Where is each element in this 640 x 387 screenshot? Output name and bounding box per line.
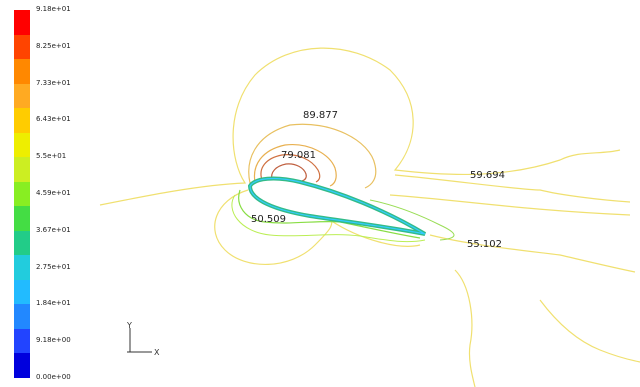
colorbar-tick-label: 9.18e+01 [36, 5, 71, 13]
contour-value-label: 55.102 [467, 239, 502, 250]
colorbar-swatch [14, 304, 30, 330]
colorbar-tick-label: 3.67e+01 [36, 225, 71, 234]
contour-line [454, 269, 476, 387]
contour-value-label: 79.081 [281, 150, 316, 161]
contour-line [238, 189, 421, 239]
airfoil-boundary [249, 177, 426, 235]
colorbar-swatch [14, 328, 30, 354]
colorbar-swatch [14, 353, 30, 379]
contour-line [369, 199, 455, 241]
colorbar-swatch [14, 255, 30, 281]
axis-y-label: Y [126, 321, 132, 330]
colorbar-tick-label: 8.25e+01 [36, 41, 71, 50]
colorbar-tick-label: 1.84e+01 [36, 299, 71, 308]
contour-value-label: 59.694 [470, 170, 505, 181]
colorbar-swatch [14, 181, 30, 207]
colorbar-tick-label: 0.00e+00 [36, 373, 71, 381]
colorbar-tick-label: 5.5e+01 [36, 152, 67, 161]
contour-line [329, 219, 421, 247]
colorbar-tick-label: 2.75e+01 [36, 262, 71, 271]
colorbar-swatch [14, 108, 30, 134]
contour-line [231, 194, 426, 243]
colorbar-swatch [14, 59, 30, 85]
colorbar-swatch [14, 132, 30, 158]
colorbar-swatch [14, 230, 30, 256]
contour-value-label: 89.877 [303, 110, 338, 121]
colorbar-tick-label: 4.59e+01 [36, 189, 71, 197]
contour-line [389, 194, 631, 216]
colorbar-tick-label: 9.18e+00 [36, 336, 71, 345]
colorbar-swatch [14, 157, 30, 183]
colorbar-swatch [14, 10, 30, 36]
contour-line [99, 47, 621, 206]
colorbar-tick-label: 6.43e+01 [36, 115, 71, 124]
contour-line [539, 299, 640, 363]
contour-line [260, 154, 321, 183]
contour-line [248, 123, 377, 189]
colorbar-swatch [14, 279, 30, 305]
contour-line [214, 189, 333, 266]
contour-line [429, 234, 636, 273]
airfoil [247, 176, 427, 236]
colorbar-tick-label: 7.33e+01 [36, 78, 71, 87]
axis-x-label: X [154, 348, 160, 357]
colorbar-swatch [14, 83, 30, 109]
contour-line [271, 163, 307, 182]
contour-line [394, 174, 631, 203]
colorbar-swatch [14, 34, 30, 60]
contour-value-label: 50.509 [251, 214, 286, 225]
axis-triad: Y X [126, 321, 160, 357]
contour-line [253, 143, 337, 187]
colorbar-swatch [14, 206, 30, 232]
